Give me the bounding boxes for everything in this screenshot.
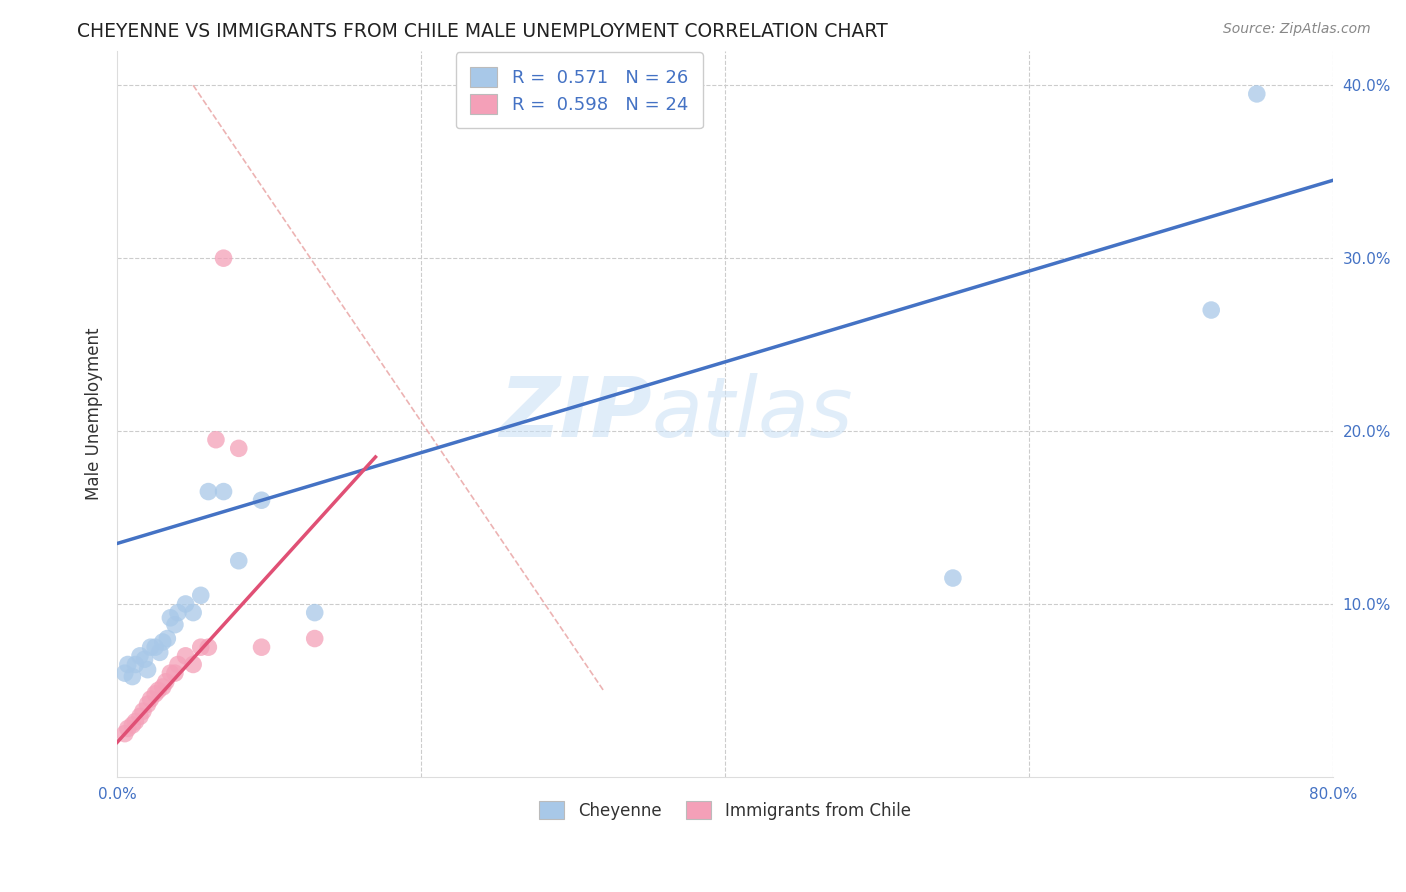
Point xyxy=(167,657,190,672)
Point xyxy=(124,657,146,672)
Point xyxy=(1199,303,1222,318)
Point xyxy=(205,433,228,447)
Point xyxy=(197,640,219,655)
Point xyxy=(250,640,273,655)
Point xyxy=(148,683,170,698)
Point xyxy=(114,666,136,681)
Y-axis label: Male Unemployment: Male Unemployment xyxy=(86,327,103,500)
Point xyxy=(190,640,212,655)
Point xyxy=(228,442,250,456)
Point xyxy=(139,640,162,655)
Point xyxy=(121,670,143,684)
Point xyxy=(149,645,172,659)
Text: ZIP: ZIP xyxy=(499,373,652,454)
Text: Source: ZipAtlas.com: Source: ZipAtlas.com xyxy=(1223,22,1371,37)
Point xyxy=(143,687,166,701)
Point xyxy=(117,657,139,672)
Point xyxy=(163,666,186,681)
Point xyxy=(159,666,181,681)
Point xyxy=(124,714,146,729)
Point xyxy=(212,484,235,499)
Point xyxy=(197,484,219,499)
Point xyxy=(190,588,212,602)
Point xyxy=(181,606,204,620)
Point xyxy=(114,726,136,740)
Point xyxy=(304,632,326,646)
Point xyxy=(136,663,159,677)
Point xyxy=(304,606,326,620)
Point xyxy=(121,718,143,732)
Point xyxy=(942,571,965,585)
Point xyxy=(1246,87,1268,101)
Point xyxy=(250,493,273,508)
Point xyxy=(174,597,197,611)
Text: atlas: atlas xyxy=(652,373,853,454)
Point xyxy=(152,680,174,694)
Point xyxy=(159,611,181,625)
Point xyxy=(129,709,152,723)
Legend: Cheyenne, Immigrants from Chile: Cheyenne, Immigrants from Chile xyxy=(533,795,917,827)
Point xyxy=(174,648,197,663)
Point xyxy=(143,640,166,655)
Point xyxy=(181,657,204,672)
Point xyxy=(156,632,179,646)
Point xyxy=(212,251,235,265)
Point xyxy=(167,606,190,620)
Point xyxy=(163,617,186,632)
Point xyxy=(152,635,174,649)
Point xyxy=(117,722,139,736)
Point xyxy=(132,704,155,718)
Point xyxy=(139,692,162,706)
Point xyxy=(228,554,250,568)
Point xyxy=(129,648,152,663)
Point xyxy=(155,674,177,689)
Text: CHEYENNE VS IMMIGRANTS FROM CHILE MALE UNEMPLOYMENT CORRELATION CHART: CHEYENNE VS IMMIGRANTS FROM CHILE MALE U… xyxy=(77,22,889,41)
Point xyxy=(136,698,159,712)
Point xyxy=(134,652,156,666)
